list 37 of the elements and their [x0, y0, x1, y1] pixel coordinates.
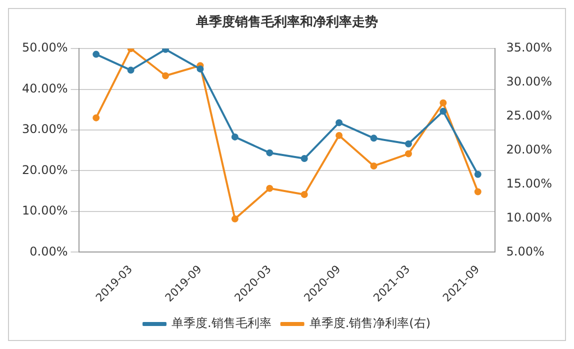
point — [266, 149, 274, 156]
point — [474, 170, 482, 178]
point — [440, 99, 447, 106]
y-tick-label: 20.00% — [22, 162, 68, 177]
point — [162, 72, 170, 80]
chart-title: 单季度销售毛利率和净利率走势 — [195, 14, 378, 30]
y2-tick-label: 35.00% — [506, 40, 552, 55]
point — [300, 155, 308, 162]
legend-label: 单季度.销售净利率(右) — [309, 316, 431, 330]
point — [196, 65, 204, 72]
point — [440, 108, 447, 115]
point — [336, 119, 343, 126]
point — [336, 132, 343, 139]
y2-tick-label: 10.00% — [506, 210, 552, 224]
point — [231, 133, 238, 140]
y2-tick-label: 25.00% — [506, 108, 552, 123]
point — [474, 188, 482, 196]
y-tick-label: 30.00% — [22, 122, 68, 136]
point — [266, 184, 274, 192]
point — [92, 50, 100, 58]
point — [404, 140, 412, 148]
point — [127, 66, 134, 74]
point — [92, 114, 100, 122]
y-tick-label: 40.00% — [22, 81, 68, 96]
point — [370, 134, 378, 142]
point — [231, 215, 238, 222]
y2-tick-label: 15.00% — [506, 176, 552, 190]
y2-tick-label: 30.00% — [506, 74, 552, 89]
y-tick-label: 10.00% — [22, 204, 68, 218]
legend-label: 单季度.销售毛利率 — [172, 316, 272, 330]
point — [370, 162, 378, 170]
y-tick-label: 0.00% — [30, 244, 68, 258]
y2-tick-label: 5.00% — [506, 244, 544, 258]
y2-tick-label: 20.00% — [506, 142, 552, 157]
point — [404, 150, 412, 158]
y-tick-label: 50.00% — [22, 40, 68, 55]
point — [300, 190, 308, 198]
